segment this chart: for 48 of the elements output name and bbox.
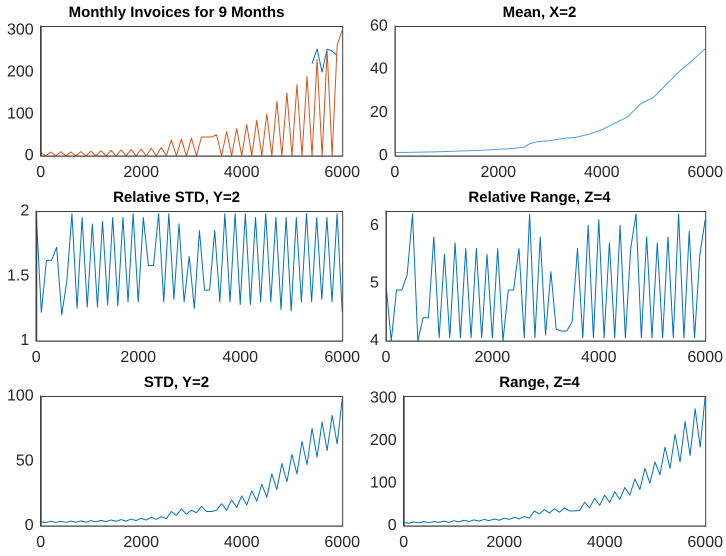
y-tick-label: 60: [370, 17, 388, 34]
x-tick-label: 2000: [123, 534, 160, 551]
y-tick-label: 40: [370, 60, 388, 78]
x-tick-label: 4000: [584, 164, 620, 181]
y-tick-label: 50: [16, 452, 34, 470]
y-tick-label: 0: [388, 517, 397, 534]
x-tick-label: 6000: [687, 164, 724, 181]
chart-title: STD, Y=2: [144, 374, 210, 392]
chart-title: Monthly Invoices for 9 Months: [68, 4, 284, 22]
y-tick-label: 4: [370, 332, 379, 350]
x-tick-label: 2000: [474, 348, 510, 366]
x-tick-label: 6000: [324, 534, 360, 551]
y-tick-label: 0: [24, 147, 34, 164]
x-tick-label: 2000: [480, 164, 516, 181]
chart-title: Relative Range, Z=4: [468, 189, 612, 206]
y-tick-label: 100: [6, 105, 34, 122]
y-tick-label: 1.5: [6, 267, 30, 284]
y-tick-label: 200: [6, 63, 34, 80]
y-tick-label: 300: [370, 390, 397, 407]
chart-title: Range, Z=4: [499, 374, 580, 392]
y-tick-label: 0: [378, 147, 388, 164]
y-tick-label: 5: [370, 274, 379, 292]
y-tick-label: 20: [370, 104, 388, 121]
chart-title: Relative STD, Y=2: [113, 189, 240, 206]
y-tick-label: 200: [370, 432, 397, 450]
chart-title: Mean, X=2: [502, 4, 576, 22]
x-tick-label: 4000: [586, 534, 623, 551]
x-tick-label: 6000: [324, 348, 360, 366]
x-tick-label: 6000: [687, 348, 724, 366]
y-tick-label: 100: [6, 387, 34, 404]
y-tick-label: 1: [20, 332, 30, 350]
y-tick-label: 0: [24, 517, 34, 534]
x-tick-label: 2000: [120, 348, 156, 366]
x-tick-label: 0: [36, 164, 46, 181]
x-tick-label: 4000: [580, 348, 617, 366]
x-tick-label: 2000: [486, 534, 522, 551]
y-tick-label: 6: [370, 216, 379, 234]
x-tick-label: 6000: [324, 164, 360, 181]
x-tick-label: 0: [399, 534, 408, 551]
x-tick-label: 4000: [222, 348, 258, 366]
x-tick-label: 4000: [224, 534, 260, 551]
x-tick-label: 2000: [123, 164, 160, 181]
y-tick-label: 100: [370, 474, 397, 492]
x-tick-label: 4000: [224, 164, 260, 181]
y-tick-label: 300: [6, 22, 34, 39]
x-tick-label: 6000: [687, 534, 724, 551]
x-tick-label: 0: [36, 534, 46, 551]
y-tick-label: 2: [20, 202, 30, 220]
